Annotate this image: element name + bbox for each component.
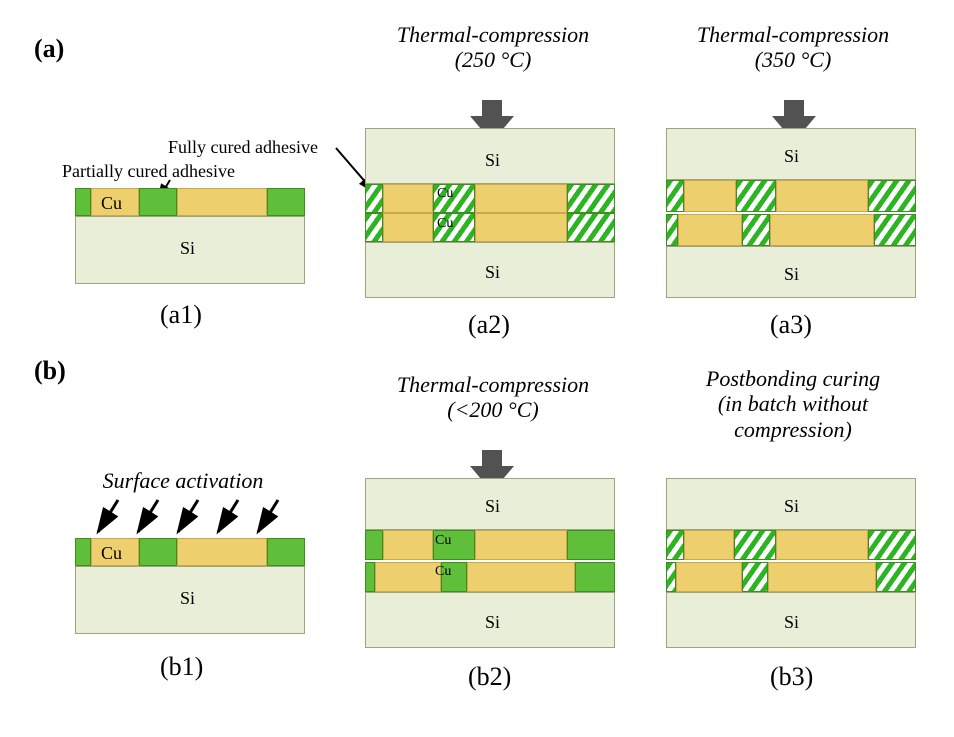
a1-seg-4: [267, 188, 305, 216]
b3-top-seg-1: [684, 530, 734, 560]
a2-top-seg-4: [567, 184, 615, 213]
b3-top-seg-2: [734, 530, 776, 560]
b3-bot-seg-2: [742, 562, 768, 592]
a3-top-seg-2: [736, 180, 776, 212]
b2-bot-seg-1: [375, 562, 441, 592]
b1-seg-0: [75, 538, 91, 566]
title-b3-line1: Postbonding curing: [706, 366, 880, 391]
b2-label: Si: [485, 612, 500, 633]
a2-label: Cu: [437, 186, 453, 202]
b1-label: Si: [180, 588, 195, 609]
title-a2-line1: Thermal-compression: [397, 22, 589, 47]
title-b2-line1: Thermal-compression: [397, 372, 589, 397]
title-b3: Postbonding curing (in batch without com…: [668, 366, 918, 442]
a2-top-seg-0: [365, 184, 383, 213]
title-a3: Thermal-compression (350 °C): [668, 22, 918, 73]
title-b2-line2: (<200 °C): [447, 397, 538, 422]
b1-seg-4: [267, 538, 305, 566]
b2-top-seg-1: [383, 530, 433, 560]
a3-bot-seg-2: [742, 214, 770, 246]
caption-b1: (b1): [160, 652, 203, 682]
b2-top-seg-4: [567, 530, 615, 560]
a3-label: Si: [784, 146, 799, 167]
b2-label: Si: [485, 496, 500, 517]
title-a2: Thermal-compression (250 °C): [368, 22, 618, 73]
a1-seg-3: [177, 188, 267, 216]
a2-label: Si: [485, 150, 500, 171]
a1-label: Cu: [101, 193, 122, 214]
b2-bot-seg-4: [575, 562, 615, 592]
a3-top-seg-1: [684, 180, 736, 212]
row-label-a: (a): [34, 34, 64, 64]
b3-top-seg-3: [776, 530, 868, 560]
b3-bot-seg-4: [876, 562, 916, 592]
annot-fully-cured: Fully cured adhesive: [168, 138, 318, 158]
b2-label: Cu: [435, 533, 451, 549]
a2-top-seg-3: [475, 184, 567, 213]
a2-bot-seg-3: [475, 213, 567, 242]
a2-top-seg-1: [383, 184, 433, 213]
caption-a3: (a3): [770, 310, 812, 340]
b2-top-seg-3: [475, 530, 567, 560]
title-a3-line2: (350 °C): [755, 47, 832, 72]
a3-bot-seg-3: [770, 214, 874, 246]
a2-bot-seg-4: [567, 213, 615, 242]
b3-bot-seg-1: [676, 562, 742, 592]
a2-bot-seg-0: [365, 213, 383, 242]
a3-top-seg-3: [776, 180, 868, 212]
a2-label: Si: [485, 262, 500, 283]
b2-bot-seg-0: [365, 562, 375, 592]
title-a2-line2: (250 °C): [455, 47, 532, 72]
a3-top-seg-0: [666, 180, 684, 212]
title-b3-line3: compression): [734, 417, 852, 442]
b2-top-seg-0: [365, 530, 383, 560]
b3-top-seg-4: [868, 530, 916, 560]
a2-label: Cu: [437, 216, 453, 232]
title-a3-line1: Thermal-compression: [697, 22, 889, 47]
b3-label: Si: [784, 612, 799, 633]
activation-arrows: [98, 500, 278, 532]
b1-seg-2: [139, 538, 177, 566]
a1-label: Si: [180, 238, 195, 259]
b3-label: Si: [784, 496, 799, 517]
a3-bot-seg-0: [666, 214, 678, 246]
title-b1: Surface activation: [68, 468, 298, 493]
a1-seg-2: [139, 188, 177, 216]
b3-bot-seg-0: [666, 562, 676, 592]
a3-bot-seg-1: [678, 214, 742, 246]
a2-bot-seg-1: [383, 213, 433, 242]
figure-root: (a) (b) Thermal-compression (250 °C) The…: [20, 20, 934, 717]
caption-a2: (a2): [468, 310, 510, 340]
a3-bot-seg-4: [874, 214, 916, 246]
b3-top-seg-0: [666, 530, 684, 560]
title-b2: Thermal-compression (<200 °C): [368, 372, 618, 423]
b1-seg-3: [177, 538, 267, 566]
b1-label: Cu: [101, 543, 122, 564]
title-b3-line2: (in batch without: [718, 391, 868, 416]
row-label-b: (b): [34, 356, 66, 386]
b2-bot-seg-3: [467, 562, 575, 592]
caption-b2: (b2): [468, 662, 511, 692]
annot-partially-cured: Partially cured adhesive: [62, 162, 235, 182]
caption-a1: (a1): [160, 300, 202, 330]
caption-b3: (b3): [770, 662, 813, 692]
a3-top-seg-4: [868, 180, 916, 212]
a3-label: Si: [784, 264, 799, 285]
b2-label: Cu: [435, 564, 451, 580]
b3-bot-seg-3: [768, 562, 876, 592]
a1-seg-0: [75, 188, 91, 216]
